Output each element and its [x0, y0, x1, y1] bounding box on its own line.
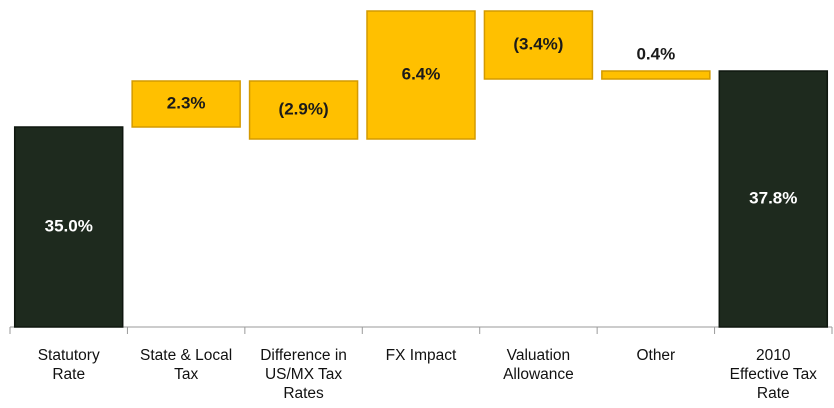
bar: [366, 10, 476, 140]
value-label: 37.8%: [749, 188, 797, 207]
value-label: 0.4%: [636, 44, 675, 63]
x-tick-label: Difference in US/MX Tax Rates: [260, 347, 347, 402]
value-label: (3.4%): [513, 34, 563, 53]
bar: [13, 126, 124, 328]
x-tick-label: Other: [636, 347, 676, 364]
value-label: 35.0%: [45, 216, 93, 235]
bar: [601, 70, 711, 80]
x-tick-label: Valuation Allowance: [503, 347, 574, 383]
value-label: (2.9%): [279, 99, 329, 118]
bar: [483, 10, 594, 80]
value-label: 6.4%: [402, 64, 441, 83]
bar: [718, 70, 829, 328]
x-tick-label: Statutory Rate: [37, 347, 100, 383]
x-tick-label: State & Local Tax: [140, 347, 233, 383]
x-tick-label: FX Impact: [385, 347, 457, 364]
value-label: 2.3%: [167, 93, 206, 112]
bar: [131, 80, 241, 128]
x-tick-label: 2010 Effective Tax Rate: [729, 347, 817, 402]
bar: [248, 80, 359, 140]
